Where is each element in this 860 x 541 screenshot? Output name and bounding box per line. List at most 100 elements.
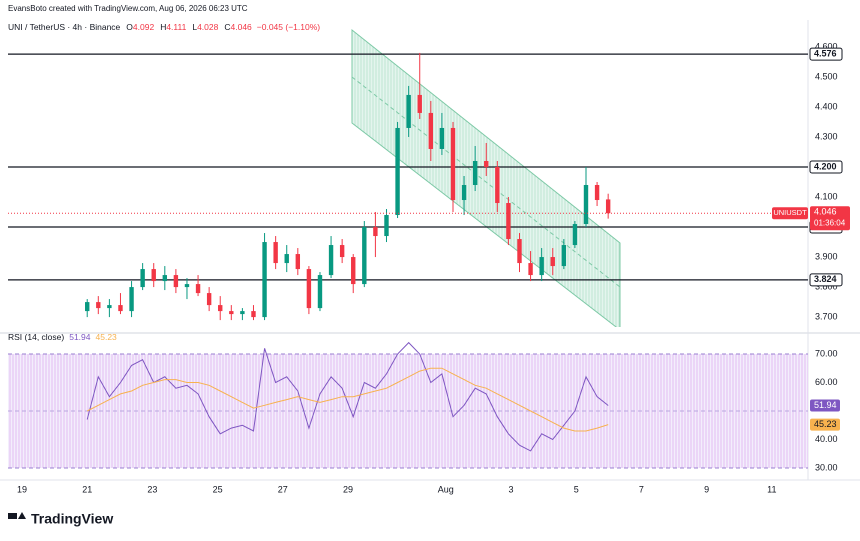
candle-body [605,199,611,214]
candle-body [550,257,555,267]
rsi-tag [810,418,840,431]
y-tick-label: 4.400 [815,101,838,111]
candle-body [206,293,212,306]
level-label: 3.824 [814,274,837,284]
candle-body [351,257,356,285]
legend-label: O [126,22,133,32]
candle-body [306,269,312,309]
channel-mid [351,76,621,288]
candle-body [284,254,289,264]
candle-body [107,305,112,309]
candle-body [273,242,278,264]
x-tick-label: 9 [704,484,709,494]
candle-body [384,215,389,237]
last-price-tag [810,206,850,231]
candle-body [539,257,544,276]
candle-body [594,185,600,201]
legend-value: 4.092 [133,22,155,32]
candle-body [195,284,201,294]
credit: EvansBoto created with TradingView.com, … [8,4,248,13]
candle-body [450,127,456,201]
candle-body [583,185,589,225]
candle-body [572,224,578,246]
candle-body [428,112,434,149]
y-tick-label: 4.300 [815,131,838,141]
candle-body [96,302,101,309]
candle-body [218,305,223,312]
candle-body [506,203,511,240]
x-tick-label: 5 [574,484,579,494]
level-tag [809,160,843,174]
legend-label: H [160,22,166,32]
candle-body [162,275,168,282]
candle-body [85,302,90,312]
legend-label: C [224,22,230,32]
x-tick-label: 29 [343,484,353,494]
x-tick-label: 3 [509,484,514,494]
symbol-tag [772,207,808,220]
symbol-tag-label: UNIUSDT [773,208,807,217]
y-tick-label: 70.00 [815,348,838,358]
candle-body [461,185,467,201]
candle-body [118,305,123,312]
y-tick-label: 4.600 [815,41,838,51]
candle-body [251,311,256,318]
candle-body [295,254,301,270]
candle-body [339,245,345,258]
candle-body [417,94,422,113]
x-tick-label: Aug [438,484,454,494]
y-tick-label: 3.900 [815,251,838,261]
x-tick-label: 19 [17,484,27,494]
y-tick-label: 3.800 [815,281,838,291]
candle-body [240,311,245,315]
logo-mark [18,512,26,519]
candle-body [328,245,334,276]
y-tick-label: 40.00 [815,434,838,444]
y-tick-label: 4.500 [815,71,838,81]
candle-body [472,160,478,186]
candle-body [528,263,533,276]
symbol-legend: UNI / TetherUS · 4h · Binance O4.092 H4.11… [8,22,320,32]
rsi-legend-value: 51.94 [69,332,91,342]
x-tick-label: 25 [213,484,223,494]
footer-logo: TradingView [8,511,113,527]
y-tick-label: 30.00 [815,462,838,472]
level-tag [809,47,843,61]
y-tick-label: 60.00 [815,377,838,387]
x-tick-label: 21 [82,484,92,494]
y-tick-label: 3.700 [815,311,838,321]
candle-body [439,127,445,149]
rsi-legend-value: 45.23 [96,332,118,342]
logo-mark [8,513,17,519]
candle-body [517,239,522,264]
candle-body [561,245,567,267]
level-label: 4.576 [814,48,837,58]
logo-text: TradingView [31,511,113,527]
rsi-tag [810,399,840,412]
rsi-tag-label: 51.94 [814,400,837,410]
candle-body [495,166,500,204]
x-tick-label: 23 [147,484,157,494]
candle-body [229,311,234,315]
y-tick-label: 4.100 [815,191,838,201]
candle-body [362,227,367,285]
level-label: 4.200 [814,161,837,171]
rsi-legend: RSI (14, close) 51.94 45.23 [8,332,117,342]
legend-change: −0.045 (−1.10%) [257,22,320,32]
candle-body [262,242,267,318]
candle-body [129,287,134,312]
rsi-line [86,341,609,452]
candle-body [151,269,156,282]
level-tag [809,273,843,287]
legend-value: 4.028 [197,22,219,32]
legend-value: 4.111 [166,22,186,32]
rsi-line [86,367,609,432]
candle-body [140,269,145,288]
x-tick-label: 27 [278,484,288,494]
candle-body [373,227,378,237]
candle-body [395,127,400,216]
rsi-tag-label: 45.23 [814,419,837,429]
x-tick-label: 11 [767,484,776,494]
